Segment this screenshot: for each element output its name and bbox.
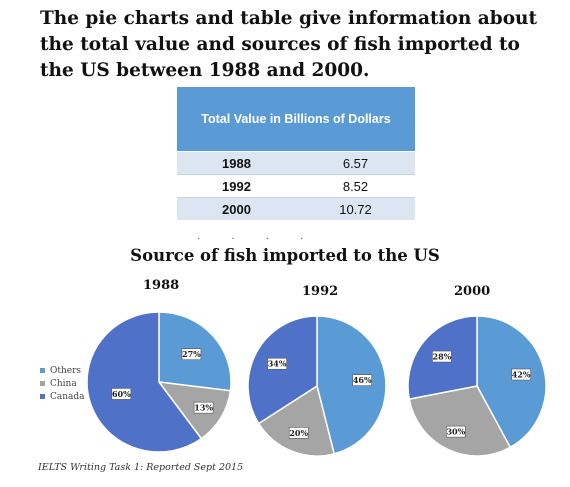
legend-label: China [50,378,77,389]
table-value: 6.57 [296,151,415,175]
legend-item-china: China [40,377,85,390]
table-year: 1988 [177,151,296,175]
legend-label: Others [50,365,82,376]
slice-label-box [193,401,214,414]
legend-swatch [40,368,45,373]
value-table: Total Value in Billions of Dollars 1988 … [177,87,415,220]
pie-slice-canada [86,311,203,453]
legend-swatch [40,394,45,399]
source-footer: IELTS Writing Task 1: Reported Sept 2015 [38,462,244,473]
table-value: 8.52 [296,174,415,198]
legend-item-canada: Canada [40,390,85,403]
pie-year-label: 1988 [143,278,180,293]
slice-data-label: 28% [433,352,452,362]
table-header: Total Value in Billions of Dollars [177,87,415,152]
pie-year-label: 2000 [454,284,491,299]
chart-legend: Others China Canada [40,364,85,403]
table-year: 2000 [177,197,296,220]
slice-data-label: 60% [112,389,131,399]
slice-label-box [352,374,372,387]
slice-data-label: 34% [268,359,287,369]
slice-label-box [288,427,309,439]
pie-slice-others [316,315,387,455]
slice-data-label: 27% [182,349,201,359]
table-row: 1988 6.57 [177,151,415,175]
legend-item-others: Others [40,364,85,377]
slice-data-label: 46% [353,375,372,385]
table-row: 2000 10.72 [177,197,415,220]
slice-label-box [511,368,531,381]
slice-data-label: 13% [194,403,213,413]
pie-slice-others [476,315,547,449]
pie-year-label: 1992 [302,284,339,299]
legend-label: Canada [50,391,85,402]
pie-slice-china [408,385,512,457]
slice-label-box [111,388,132,400]
legend-swatch [40,381,45,386]
table-row: 1992 8.52 [177,174,415,198]
pie-slice-china [257,384,336,457]
page-heading: The pie charts and table give informatio… [40,8,538,81]
slice-label-box [181,348,202,361]
pie-slice-canada [247,315,318,425]
slice-data-label: 20% [289,428,308,438]
slice-label-box [432,350,452,363]
slice-label-box [446,425,466,438]
chart-title: Source of fish imported to the US [130,246,440,265]
slice-data-label: 30% [446,427,465,437]
table-value: 10.72 [296,197,415,220]
slice-label-box [267,357,287,370]
table-year: 1992 [177,174,296,198]
slice-data-label: 42% [512,370,531,380]
decorative-dots: · · · · [197,234,318,245]
